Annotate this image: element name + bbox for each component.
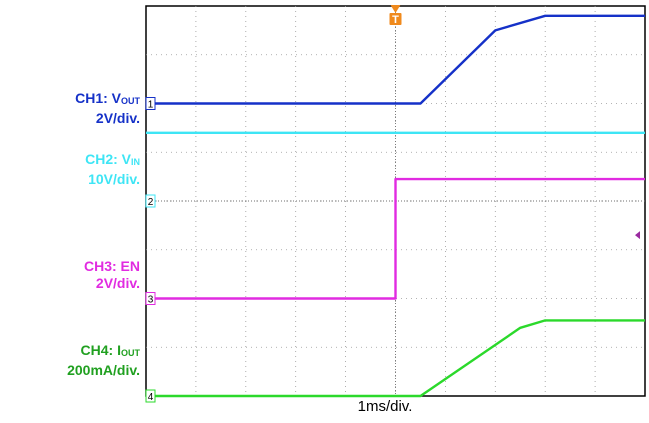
trigger-marker-label: T	[392, 14, 399, 26]
ch2-label-main: CH2: V	[85, 151, 131, 167]
graticule	[145, 5, 646, 397]
ch1-label: CH1: VOUT 2V/div.	[75, 90, 140, 127]
ch3-label: CH3: EN 2V/div.	[84, 258, 140, 292]
ch1-marker-label: 1	[148, 100, 154, 111]
x-axis-label: 1ms/div.	[357, 398, 413, 415]
ch3-marker-label: 3	[148, 295, 154, 306]
ch2-scale: 10V/div.	[88, 171, 140, 187]
ch2-marker-label: 2	[148, 197, 154, 208]
ch2-ground-marker	[145, 194, 156, 208]
channel-markers: 1 2 3 4 T	[145, 5, 640, 403]
ch4-label-sub: OUT	[121, 348, 140, 358]
ch3-label-main: CH3: EN	[83, 258, 140, 274]
ch1-trace	[146, 14, 645, 105]
trigger-box	[389, 13, 402, 25]
ch3-scale: 2V/div.	[95, 275, 140, 291]
ch1-label-sub: OUT	[121, 96, 140, 106]
ch1-label-main: CH1: V	[75, 90, 121, 106]
traces	[146, 14, 645, 398]
trigger-level-marker	[635, 231, 640, 240]
ch4-marker-label: 4	[148, 392, 154, 403]
ch2-label: CH2: VIN 10V/div.	[85, 151, 140, 188]
trigger-arrow	[390, 5, 401, 13]
ch3-trace	[146, 177, 645, 300]
ch3-ground-marker	[145, 292, 156, 305]
ch4-trace	[146, 319, 645, 398]
ch4-label: CH4: IOUT 200mA/div.	[67, 342, 140, 379]
ch4-ground-marker	[145, 389, 156, 403]
ch1-scale: 2V/div.	[95, 110, 140, 126]
ch4-label-main: CH4: I	[80, 342, 121, 358]
ch2-label-sub: IN	[131, 157, 140, 167]
ch1-ground-marker	[145, 97, 156, 110]
ch4-scale: 200mA/div.	[67, 362, 140, 378]
